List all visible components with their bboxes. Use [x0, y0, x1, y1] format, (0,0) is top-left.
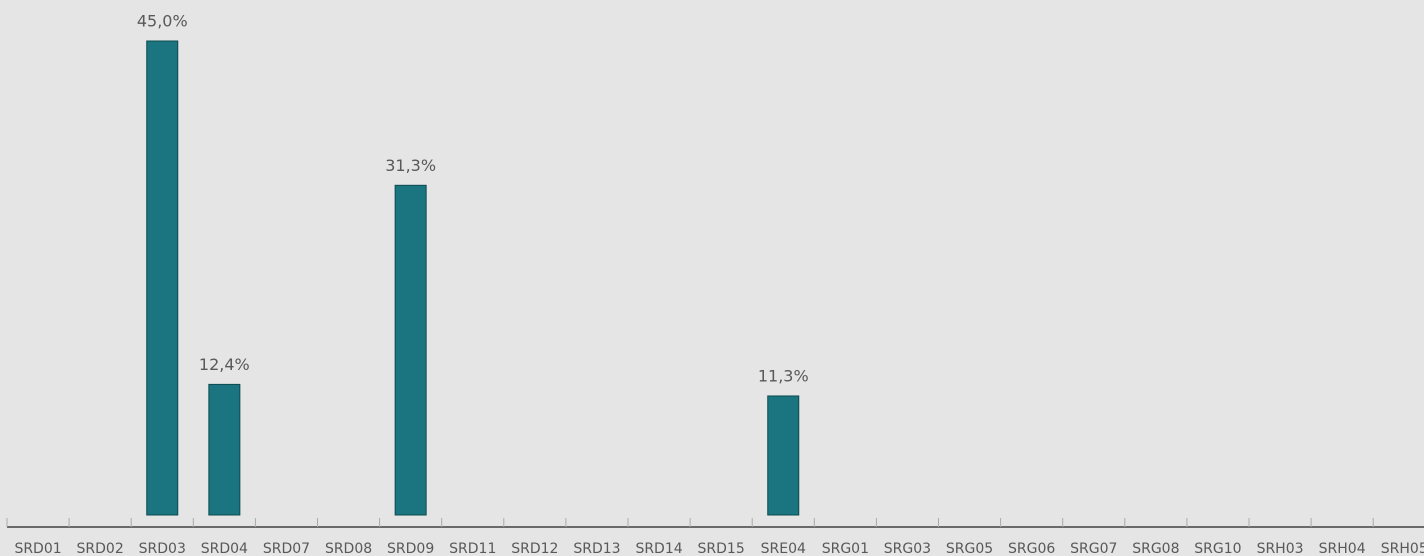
x-tick-label: SRD09: [387, 541, 434, 556]
x-tick-label: SRH03: [1257, 541, 1304, 556]
x-tick-label: SRD01: [14, 541, 61, 556]
x-tick-label: SRG07: [1070, 541, 1117, 556]
x-tick-label: SRD14: [635, 541, 682, 556]
bar: [146, 40, 179, 516]
bar: [394, 184, 427, 516]
x-tick-label: SRG01: [822, 541, 869, 556]
x-tick-label: SRE04: [761, 541, 806, 556]
x-tick-label: SRD12: [511, 541, 558, 556]
x-tick-label: SRD02: [77, 541, 124, 556]
bar: [208, 383, 241, 516]
x-tick-label: SRD03: [139, 541, 186, 556]
data-label: 45,0%: [137, 12, 188, 31]
x-tick-label: SRD04: [201, 541, 248, 556]
x-tick-label: SRD08: [325, 541, 372, 556]
x-tick-label: SRG06: [1008, 541, 1055, 556]
x-tick-label: SRH04: [1319, 541, 1366, 556]
x-tick-label: SRD13: [573, 541, 620, 556]
x-tick-label: SRG10: [1194, 541, 1241, 556]
data-label: 11,3%: [758, 366, 809, 385]
x-tick-label: SRG08: [1132, 541, 1179, 556]
data-label: 12,4%: [199, 355, 250, 374]
bar: [767, 395, 800, 516]
x-tick-label: SRD11: [449, 541, 496, 556]
x-tick-label: SRH05: [1381, 541, 1424, 556]
x-tick-label: SRG03: [884, 541, 931, 556]
x-tick-label: SRD07: [263, 541, 310, 556]
data-label: 31,3%: [385, 156, 436, 175]
x-tick-label: SRD15: [698, 541, 745, 556]
x-tick-label: SRG05: [946, 541, 993, 556]
